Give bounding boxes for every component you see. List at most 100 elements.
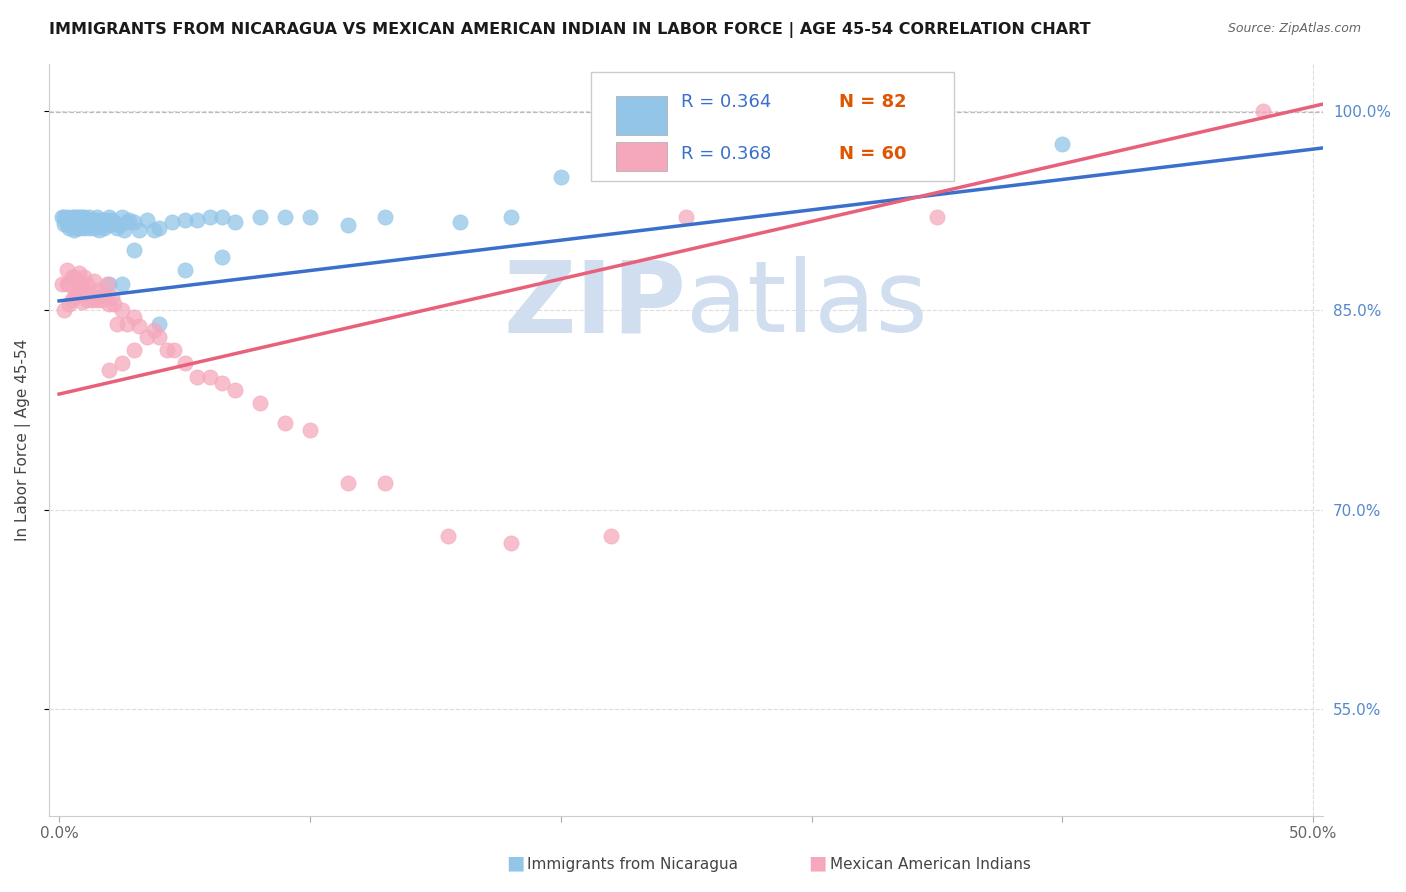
Point <box>89 223 111 237</box>
Point <box>211 376 233 391</box>
Point <box>224 215 246 229</box>
Point <box>73 287 96 301</box>
Point <box>143 223 166 237</box>
Point <box>51 210 73 224</box>
Point <box>58 296 80 310</box>
Point <box>73 215 96 229</box>
Point <box>499 210 522 224</box>
Text: Mexican American Indians: Mexican American Indians <box>830 857 1031 872</box>
Point <box>70 210 93 224</box>
Point <box>105 317 128 331</box>
Point <box>96 212 118 227</box>
Point <box>112 223 135 237</box>
FancyBboxPatch shape <box>616 96 666 136</box>
Point <box>198 369 221 384</box>
Point <box>76 212 98 227</box>
Point <box>58 220 80 235</box>
Point <box>374 476 396 491</box>
Point <box>60 293 83 307</box>
Point <box>60 218 83 232</box>
Point <box>186 369 208 384</box>
Point <box>96 277 118 291</box>
Y-axis label: In Labor Force | Age 45-54: In Labor Force | Age 45-54 <box>15 339 31 541</box>
Point <box>173 212 195 227</box>
Point <box>66 274 89 288</box>
Point <box>105 220 128 235</box>
Point <box>70 295 93 310</box>
Point <box>249 396 271 410</box>
Text: R = 0.368: R = 0.368 <box>681 145 772 163</box>
Point <box>90 218 112 232</box>
FancyBboxPatch shape <box>616 142 666 171</box>
Text: ■: ■ <box>506 854 524 872</box>
Point <box>63 223 86 237</box>
Point <box>925 117 948 131</box>
Point <box>135 330 157 344</box>
Text: R = 0.364: R = 0.364 <box>681 93 772 111</box>
Point <box>675 210 697 224</box>
Point <box>124 310 146 324</box>
Point <box>173 263 195 277</box>
Point <box>211 250 233 264</box>
Point <box>66 287 89 301</box>
Point <box>274 210 297 224</box>
Point <box>186 212 208 227</box>
Point <box>80 218 103 232</box>
Point <box>67 220 90 235</box>
Point <box>163 343 186 358</box>
Point <box>1052 136 1074 151</box>
Point <box>66 212 89 227</box>
Point <box>128 223 150 237</box>
Point <box>80 212 103 227</box>
Text: Source: ZipAtlas.com: Source: ZipAtlas.com <box>1227 22 1361 36</box>
Point <box>336 218 359 232</box>
Point <box>73 220 96 235</box>
Point <box>90 293 112 307</box>
Point <box>135 212 157 227</box>
Point <box>67 283 90 297</box>
Point <box>499 536 522 550</box>
Point <box>60 212 83 227</box>
Point <box>67 210 90 224</box>
Point <box>76 218 98 232</box>
Point <box>77 210 100 224</box>
Point <box>86 290 108 304</box>
Point <box>70 218 93 232</box>
Point <box>298 210 321 224</box>
Point <box>108 218 131 232</box>
Text: Immigrants from Nicaragua: Immigrants from Nicaragua <box>527 857 738 872</box>
Point <box>298 423 321 437</box>
Point <box>98 296 121 310</box>
Point <box>336 476 359 491</box>
Text: atlas: atlas <box>686 256 928 353</box>
Point <box>58 212 80 227</box>
Point <box>77 220 100 235</box>
Point <box>83 215 105 229</box>
Point <box>55 210 77 224</box>
Point <box>143 323 166 337</box>
Point <box>249 210 271 224</box>
Point <box>63 270 86 285</box>
Text: N = 82: N = 82 <box>839 93 907 111</box>
Point <box>63 290 86 304</box>
Point <box>198 210 221 224</box>
Point <box>67 215 90 229</box>
Text: ZIP: ZIP <box>503 256 686 353</box>
Point <box>600 157 623 171</box>
Point <box>156 343 179 358</box>
Point <box>115 317 138 331</box>
FancyBboxPatch shape <box>591 71 953 180</box>
Point <box>437 529 460 543</box>
Text: N = 60: N = 60 <box>839 145 907 163</box>
Point <box>173 356 195 370</box>
Point <box>124 244 146 258</box>
Point <box>80 293 103 307</box>
Point <box>550 170 572 185</box>
Point <box>103 215 125 229</box>
Point <box>53 217 76 231</box>
Point <box>70 279 93 293</box>
Point <box>86 210 108 224</box>
Point <box>60 210 83 224</box>
Point <box>128 319 150 334</box>
Point <box>98 210 121 224</box>
